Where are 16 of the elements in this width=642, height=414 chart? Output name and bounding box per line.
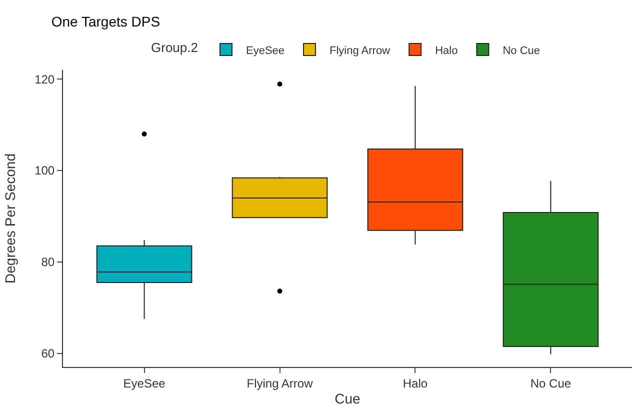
legend-label: EyeSee (246, 44, 285, 57)
x-tick-label: EyeSee (123, 376, 166, 390)
chart-title: One Targets DPS (51, 13, 160, 30)
y-tick-label: 100 (34, 164, 55, 178)
y-tick-label: 60 (41, 346, 55, 360)
legend-label: No Cue (502, 44, 540, 57)
x-tick-label: Flying Arrow (246, 376, 314, 390)
x-tick-label: No Cue (530, 376, 572, 390)
legend-label: Halo (435, 44, 458, 57)
legend-title: Group.2 (151, 40, 198, 55)
legend-label: Flying Arrow (330, 44, 390, 57)
y-axis-title: Degrees Per Second (2, 154, 18, 284)
y-tick-label: 120 (34, 72, 55, 86)
x-axis-title: Cue (334, 390, 361, 407)
x-tick-label: Halo (402, 376, 428, 390)
y-tick-label: 80 (41, 255, 55, 270)
